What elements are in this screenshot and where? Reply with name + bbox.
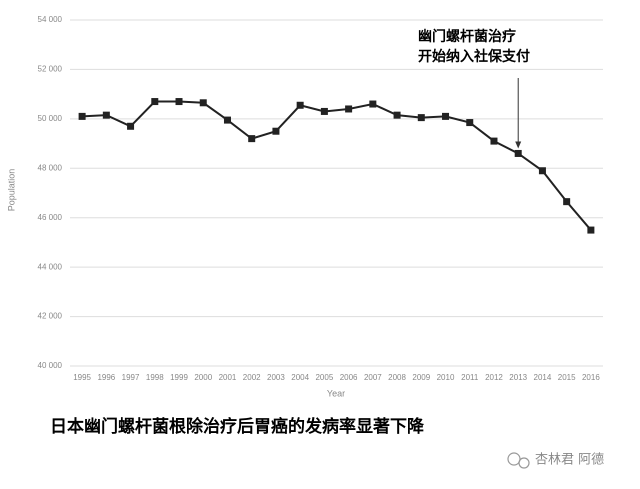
x-tick-label: 2013	[509, 373, 527, 382]
x-tick-label: 2001	[219, 373, 237, 382]
watermark-icon	[507, 452, 530, 469]
marker	[199, 99, 207, 107]
marker	[393, 111, 401, 119]
marker	[466, 119, 474, 127]
y-tick-label: 46 000	[38, 213, 63, 222]
marker	[175, 98, 183, 106]
marker	[345, 105, 353, 113]
y-tick-label: 54 000	[38, 15, 63, 24]
x-axis-label: Year	[327, 388, 345, 398]
annotation-arrowhead	[515, 141, 522, 149]
marker	[320, 107, 328, 115]
x-tick-label: 1995	[73, 373, 91, 382]
watermark: 杏林君 阿德	[535, 453, 604, 468]
marker	[514, 149, 522, 157]
x-tick-label: 2014	[534, 373, 552, 382]
x-tick-label: 1999	[170, 373, 188, 382]
marker	[490, 137, 498, 145]
x-tick-label: 1996	[97, 373, 115, 382]
marker	[272, 127, 280, 135]
marker	[248, 135, 256, 143]
x-tick-label: 2012	[485, 373, 503, 382]
x-tick-label: 1998	[146, 373, 164, 382]
x-tick-label: 2007	[364, 373, 382, 382]
x-tick-label: 2002	[243, 373, 261, 382]
marker	[296, 101, 304, 109]
y-tick-label: 44 000	[38, 262, 63, 271]
x-tick-label: 2008	[388, 373, 406, 382]
x-tick-label: 2016	[582, 373, 600, 382]
marker	[223, 116, 231, 124]
marker	[417, 114, 425, 122]
x-tick-label: 2015	[558, 373, 576, 382]
x-tick-label: 2003	[267, 373, 285, 382]
x-tick-label: 2000	[194, 373, 212, 382]
y-tick-label: 48 000	[38, 163, 63, 172]
caption: 日本幽门螺杆菌根除治疗后胃癌的发病率显著下降	[50, 416, 425, 437]
x-tick-label: 2010	[437, 373, 455, 382]
y-tick-label: 52 000	[38, 65, 63, 74]
marker	[442, 112, 450, 120]
marker	[369, 100, 377, 108]
marker	[151, 98, 159, 106]
x-tick-label: 2006	[340, 373, 358, 382]
y-tick-label: 50 000	[38, 114, 63, 123]
marker	[78, 112, 86, 120]
marker	[563, 198, 571, 206]
marker	[127, 122, 135, 130]
line	[82, 100, 592, 231]
x-tick-label: 2009	[412, 373, 430, 382]
y-axis-label: Population	[6, 169, 16, 212]
x-tick-label: 2011	[461, 373, 479, 382]
y-tick-label: 40 000	[38, 361, 63, 370]
x-tick-label: 2005	[315, 373, 333, 382]
x-tick-label: 2004	[291, 373, 309, 382]
marker	[538, 167, 546, 175]
annotation: 幽门螺杆菌治疗	[418, 28, 516, 45]
annotation: 开始纳入社保支付	[418, 48, 530, 65]
marker	[587, 226, 595, 234]
marker	[102, 111, 110, 119]
y-tick-label: 42 000	[38, 312, 63, 321]
x-tick-label: 1997	[122, 373, 140, 382]
